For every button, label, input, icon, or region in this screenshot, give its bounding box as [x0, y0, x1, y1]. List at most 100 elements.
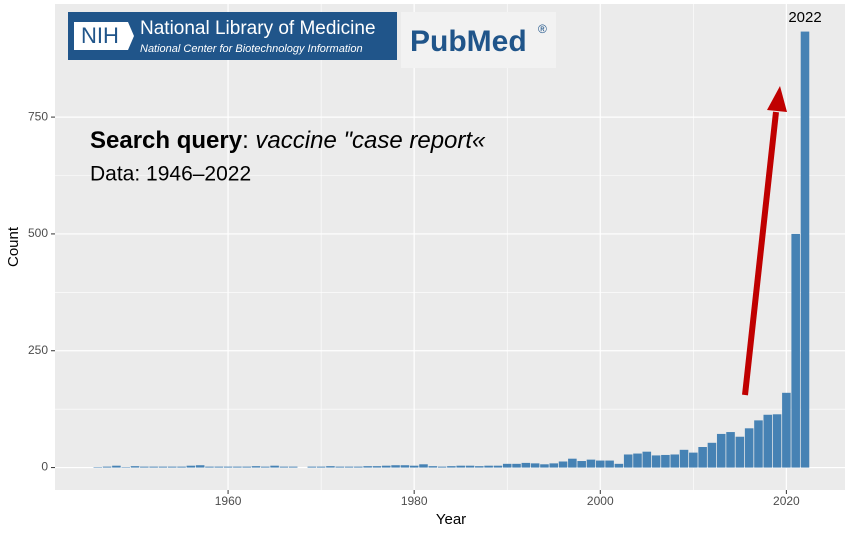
bar	[205, 466, 214, 468]
y-tick-label: 0	[41, 460, 48, 474]
bar	[754, 420, 763, 468]
bar	[447, 466, 456, 468]
bar	[735, 436, 745, 468]
bar	[661, 454, 670, 468]
bar	[502, 463, 512, 468]
bar	[493, 465, 503, 468]
bar	[782, 392, 791, 468]
bar	[428, 466, 438, 468]
bar	[102, 466, 112, 468]
bar	[344, 466, 354, 468]
nih-badge	[74, 22, 134, 50]
bar	[372, 466, 382, 468]
bar	[214, 466, 224, 468]
bar	[642, 451, 652, 468]
bar	[335, 466, 345, 468]
plot-panel	[55, 4, 845, 490]
bar	[716, 433, 726, 468]
trend-arrow	[742, 111, 779, 396]
query-label: Search query	[90, 127, 243, 154]
bar	[651, 455, 661, 468]
bar	[800, 31, 810, 468]
bar	[614, 463, 624, 468]
bar	[112, 465, 121, 468]
bar	[791, 233, 800, 468]
bar	[530, 463, 540, 468]
bar	[288, 466, 298, 468]
bar	[363, 466, 372, 468]
bar	[242, 466, 251, 468]
bar	[558, 461, 568, 468]
bar	[167, 466, 177, 468]
axes: 1960 1980 2000 2020 0 250 500 750	[28, 109, 800, 508]
bar	[679, 449, 689, 468]
bar	[381, 465, 391, 468]
x-tick-label: 2020	[773, 494, 800, 508]
bar	[270, 465, 279, 468]
bar	[326, 466, 335, 468]
bar	[698, 447, 707, 468]
bar	[419, 464, 428, 468]
bar	[130, 466, 140, 468]
y-tick-label: 500	[28, 226, 48, 240]
bar	[354, 466, 363, 468]
bar	[233, 466, 242, 468]
bar	[707, 442, 717, 468]
bar	[689, 452, 698, 468]
ncbi-text: National Center for Biotechnology Inform…	[140, 43, 363, 55]
query: vaccine "case report«	[255, 127, 486, 154]
pubmed-text: PubMed	[410, 25, 527, 58]
registered: ®	[538, 22, 547, 36]
peak-label: 2022	[788, 9, 821, 26]
bar	[251, 466, 261, 468]
y-tick-label: 250	[28, 343, 48, 357]
bar	[568, 458, 577, 468]
bar	[475, 466, 484, 468]
bar	[744, 428, 754, 468]
bar	[223, 466, 233, 468]
bar	[307, 466, 317, 468]
bar	[186, 465, 196, 468]
bar	[409, 465, 419, 468]
x-tick-label: 2000	[587, 494, 614, 508]
data-range: Data: 1946–2022	[90, 163, 251, 186]
bar	[763, 414, 773, 468]
bar	[400, 465, 410, 468]
bar	[623, 454, 633, 468]
bar	[158, 466, 168, 468]
x-tick-label: 1980	[401, 494, 428, 508]
bar	[726, 432, 735, 468]
bar	[605, 460, 614, 468]
bar	[595, 460, 605, 468]
bar	[512, 463, 521, 468]
x-tick-label: 1960	[215, 494, 242, 508]
bar	[316, 466, 326, 468]
query-sep: :	[242, 127, 249, 154]
bar	[261, 466, 270, 468]
y-tick-label: 750	[28, 109, 48, 123]
bar	[391, 465, 400, 468]
bar	[772, 414, 782, 468]
query-line: Search query: vaccine "case report«	[90, 127, 486, 154]
bar	[149, 466, 158, 468]
nlm-text: National Library of Medicine	[140, 18, 376, 39]
bar	[456, 465, 465, 468]
bar	[177, 466, 186, 468]
bar	[437, 466, 447, 468]
bar	[633, 453, 642, 468]
bar	[670, 454, 679, 468]
bars	[93, 31, 810, 468]
bar	[540, 464, 549, 468]
y-axis-title: Count	[5, 226, 22, 267]
pubmed-box	[401, 12, 556, 68]
trend-arrow-head	[767, 86, 787, 112]
bar	[586, 459, 596, 468]
nih-text: NIH	[81, 23, 119, 48]
bar	[195, 465, 205, 468]
bar	[549, 463, 559, 468]
bar	[279, 466, 289, 468]
x-axis-title: Year	[436, 511, 466, 528]
bar	[577, 461, 586, 468]
bar	[521, 462, 531, 468]
